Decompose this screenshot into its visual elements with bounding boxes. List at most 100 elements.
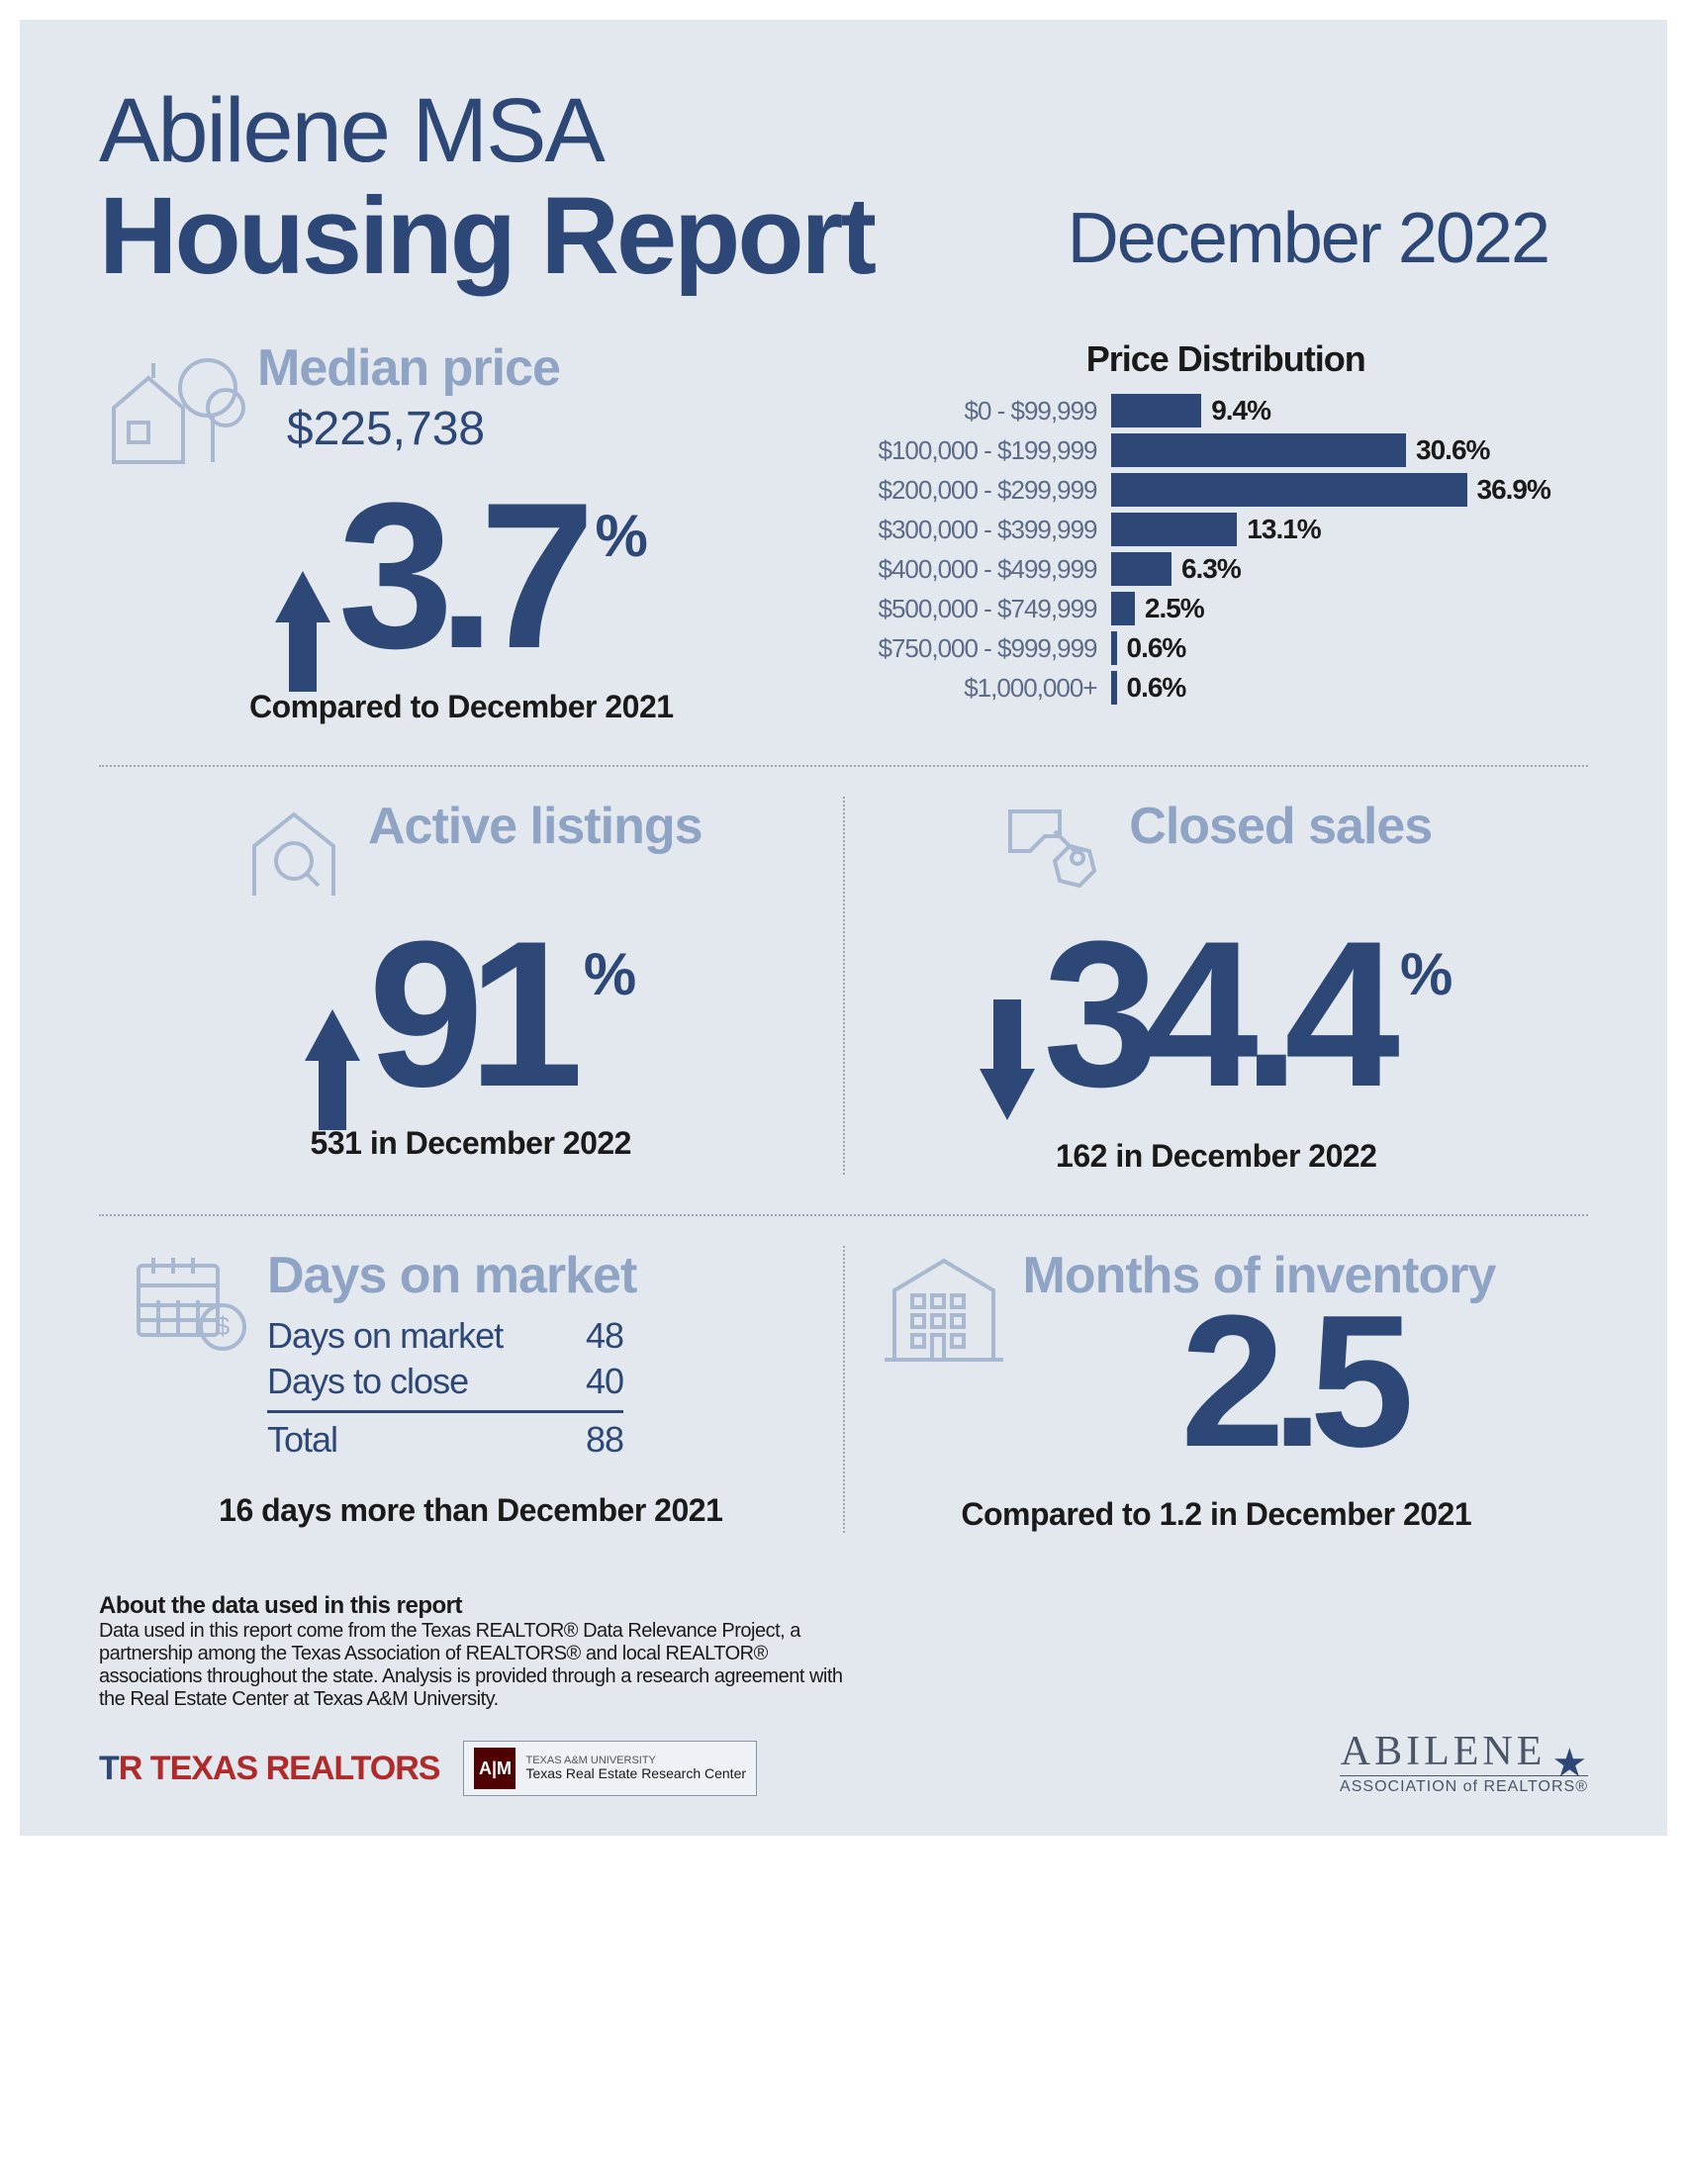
title-line1: Abilene MSA [99,79,874,183]
active-listings-block: Active listings 91 % 531 in December 202… [99,797,843,1175]
price-dist-label: $500,000 - $749,999 [864,594,1111,624]
price-dist-value: 2.5% [1145,593,1204,624]
price-dist-bar [1111,394,1202,427]
abilene-aor-logo: ABILENE ★ ASSOCIATION of REALTORS® [1340,1728,1588,1796]
price-dist-bar [1111,552,1172,586]
price-dist-row: $0 - $99,999 9.4% [864,394,1589,427]
texas-am-icon: A|M [474,1748,515,1789]
dom-total-value: 88 [586,1419,623,1461]
dom-total-label: Total [267,1419,337,1461]
dom-row: Days to close 40 [267,1359,623,1404]
price-distribution-title: Price Distribution [864,338,1589,380]
arrow-up-icon [275,571,330,622]
price-dist-bar-wrap: 6.3% [1111,552,1589,586]
dom-note: 16 days more than December 2021 [129,1492,813,1529]
abilene-line1: ABILENE [1341,1728,1546,1775]
divider-2 [99,1214,1588,1216]
housing-report-page: Abilene MSA Housing Report December 2022 [20,20,1667,1836]
price-dist-label: $400,000 - $499,999 [864,554,1111,585]
median-change-value: 3.7 [338,482,580,669]
price-distribution-block: Price Distribution $0 - $99,999 9.4% $100,… [864,338,1589,725]
closed-sales-value: 34.4 [1043,920,1384,1107]
row-active-closed: Active listings 91 % 531 in December 202… [99,797,1588,1175]
price-dist-bar [1111,433,1407,467]
building-icon [875,1246,1023,1370]
about-title: About the data used in this report [99,1592,851,1620]
moi-note: Compared to 1.2 in December 2021 [875,1496,1559,1533]
price-dist-row: $100,000 - $199,99930.6% [864,433,1589,467]
price-dist-label: $1,000,000+ [864,673,1111,704]
price-dist-bar-wrap: 13.1% [1111,513,1589,546]
moi-value: 2.5 [1023,1297,1559,1467]
price-dist-bar [1111,473,1467,507]
footer: About the data used in this report Data … [99,1592,1588,1796]
price-dist-bar-wrap: 2.5% [1111,592,1589,625]
price-dist-row: $300,000 - $399,999 13.1% [864,513,1589,546]
price-dist-row: $750,000 - $999,999 0.6% [864,631,1589,665]
price-dist-value: 13.1% [1247,514,1320,545]
price-dist-row: $400,000 - $499,999 6.3% [864,552,1589,586]
dom-row: Days on market 48 [267,1313,623,1359]
calendar-dollar-icon: $ [129,1246,267,1360]
price-dist-label: $300,000 - $399,999 [864,515,1111,545]
price-dist-value: 9.4% [1211,395,1270,427]
price-dist-label: $0 - $99,999 [864,396,1111,427]
price-dist-bar [1111,631,1117,665]
hand-keys-icon [1000,797,1129,910]
divider-1 [99,765,1588,767]
active-listings-label: Active listings [368,797,703,856]
arrow-down-icon [980,1069,1035,1120]
price-dist-bar [1111,513,1238,546]
house-search-icon [239,797,368,910]
title-line2: Housing Report [99,173,874,299]
house-tree-icon [99,338,257,472]
median-price-block: Median price $225,738 3.7 % Compared to … [99,338,864,725]
days-on-market-label: Days on market [267,1246,636,1305]
about-text: Data used in this report come from the T… [99,1620,851,1711]
trerc-main: Texas Real Estate Research Center [525,1766,746,1781]
closed-sales-note: 162 in December 2022 [875,1138,1559,1175]
price-dist-value: 0.6% [1127,632,1186,664]
active-listings-stat: 91 % [129,920,813,1107]
median-change-stat: 3.7 % [99,482,824,669]
about-block: About the data used in this report Data … [99,1592,851,1711]
closed-sales-unit: % [1400,940,1453,1008]
header-row: Abilene MSA Housing Report December 2022 [99,79,1588,299]
median-change-unit: % [596,502,648,570]
row-median-pricedist: Median price $225,738 3.7 % Compared to … [99,338,1588,725]
price-dist-value: 6.3% [1181,553,1241,585]
active-listings-unit: % [584,940,636,1008]
price-dist-label: $200,000 - $299,999 [864,475,1111,506]
dom-total-row: Total 88 [267,1410,623,1463]
price-dist-bar [1111,592,1135,625]
months-inventory-block: Months of inventory 2.5 Compared to 1.2 … [845,1246,1589,1533]
price-dist-value: 0.6% [1127,672,1186,704]
title-block: Abilene MSA Housing Report [99,79,874,299]
price-dist-row: $1,000,000+ 0.6% [864,671,1589,705]
price-dist-row: $500,000 - $749,999 2.5% [864,592,1589,625]
price-dist-bar-wrap: 36.9% [1111,473,1589,507]
abilene-line2: ASSOCIATION of REALTORS® [1340,1775,1588,1796]
texas-star-icon: ★ [1551,1752,1587,1775]
svg-text:$: $ [216,1311,231,1341]
dom-row-value: 48 [586,1315,623,1357]
price-dist-bar-wrap: 0.6% [1111,671,1589,705]
report-date: December 2022 [1068,198,1588,299]
price-dist-bar [1111,671,1117,705]
days-on-market-block: $ Days on market Days on market 48 Days … [99,1246,843,1533]
active-listings-note: 531 in December 2022 [129,1125,813,1162]
median-price-label: Median price [257,338,560,398]
median-compare-note: Compared to December 2021 [99,689,824,725]
dom-row-label: Days on market [267,1315,503,1357]
days-on-market-table: Days on market 48 Days to close 40 Total… [267,1313,623,1463]
footer-logos: TR TEXAS REALTORS A|M TEXAS A&M UNIVERSI… [99,1741,851,1796]
texas-realtors-logo: TR TEXAS REALTORS [99,1750,439,1788]
trerc-logo: A|M TEXAS A&M UNIVERSITY Texas Real Esta… [463,1741,757,1796]
price-dist-label: $100,000 - $199,999 [864,435,1111,466]
price-dist-label: $750,000 - $999,999 [864,633,1111,664]
active-listings-value: 91 [368,920,568,1107]
median-price-value: $225,738 [257,402,515,456]
dom-row-label: Days to close [267,1361,468,1402]
price-dist-bar-wrap: 0.6% [1111,631,1589,665]
closed-sales-block: Closed sales 34.4 % 162 in December 2022 [845,797,1589,1175]
